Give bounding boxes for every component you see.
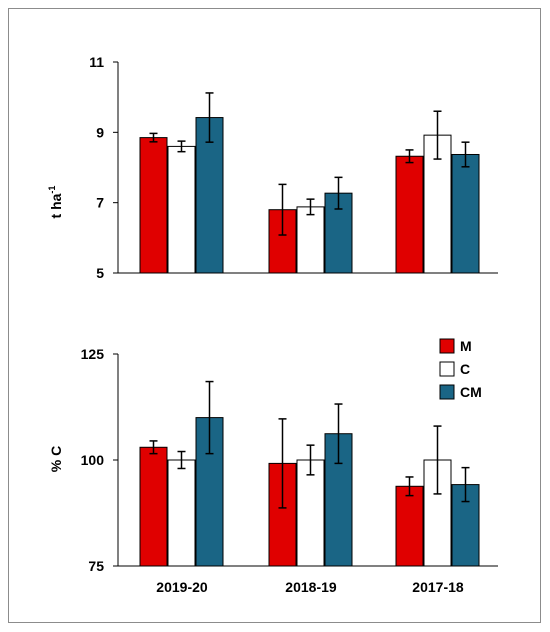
bar-cm-2017-18 xyxy=(451,153,480,274)
bar-cm-2019-20 xyxy=(195,117,224,274)
y-tick-label: 11 xyxy=(89,54,104,70)
bottom-y-axis-label: % C xyxy=(48,446,64,472)
legend-label-m: M xyxy=(460,338,472,354)
x-tick-label: 2018-19 xyxy=(285,579,337,595)
top-y-axis-label: t ha-1 xyxy=(47,186,64,219)
bar-c-2018-19 xyxy=(296,206,325,274)
bar-m-2019-20 xyxy=(139,137,168,274)
plot-percent-c: 75 100 125 2019-20 2018-19 2017-18 xyxy=(81,346,498,595)
figure-frame xyxy=(8,8,541,623)
bar-m-2019-20 xyxy=(139,446,168,567)
plot-yield: 5 7 9 11 xyxy=(89,54,498,281)
legend-swatch-m xyxy=(439,338,455,354)
legend-swatch-cm xyxy=(439,384,455,400)
legend-label-c: C xyxy=(460,361,470,377)
y-tick-label: 125 xyxy=(81,346,105,362)
bar-m-2017-18 xyxy=(395,155,424,274)
x-tick-label: 2017-18 xyxy=(412,579,464,595)
bar-m-2017-18 xyxy=(395,485,424,567)
legend-label-cm: CM xyxy=(460,384,482,400)
bar-c-2019-20 xyxy=(167,145,196,274)
bar-c-2018-19 xyxy=(296,459,325,567)
legend-swatch-c xyxy=(439,361,455,377)
y-tick-label: 7 xyxy=(96,195,104,211)
x-tick-label: 2019-20 xyxy=(156,579,208,595)
y-tick-label: 75 xyxy=(88,558,104,574)
y-tick-label: 9 xyxy=(96,124,104,140)
y-tick-label: 100 xyxy=(81,452,105,468)
bar-c-2019-20 xyxy=(167,459,196,567)
y-tick-label: 5 xyxy=(96,265,104,281)
legend: M C CM xyxy=(439,338,482,400)
